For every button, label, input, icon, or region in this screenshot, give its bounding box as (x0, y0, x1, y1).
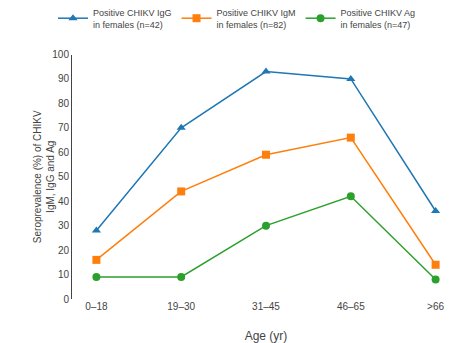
svg-text:31–45: 31–45 (252, 301, 280, 312)
svg-text:0–18: 0–18 (85, 301, 108, 312)
svg-text:30: 30 (58, 220, 70, 231)
svg-text:40: 40 (58, 196, 70, 207)
svg-text:Positive CHIKV IgMin females (: Positive CHIKV IgMin females (n=82) (217, 8, 296, 30)
svg-text:100: 100 (52, 49, 69, 60)
svg-text:90: 90 (58, 73, 70, 84)
svg-text:46–65: 46–65 (337, 301, 365, 312)
svg-text:70: 70 (58, 122, 70, 133)
svg-text:>66: >66 (427, 301, 444, 312)
svg-text:80: 80 (58, 98, 70, 109)
svg-text:19–30: 19–30 (167, 301, 195, 312)
svg-text:Positive CHIKV IgGin females (: Positive CHIKV IgGin females (n=42) (93, 8, 172, 30)
svg-text:0: 0 (63, 294, 69, 305)
svg-text:50: 50 (58, 171, 70, 182)
svg-text:Positive CHIKV Agin females (n: Positive CHIKV Agin females (n=47) (341, 8, 416, 30)
svg-text:10: 10 (58, 269, 70, 280)
svg-text:Seroprevalence (%) of CHIKVIgM: Seroprevalence (%) of CHIKVIgM, IgG and … (32, 110, 56, 243)
svg-text:Age (yr): Age (yr) (245, 329, 288, 343)
svg-text:20: 20 (58, 245, 70, 256)
svg-text:60: 60 (58, 147, 70, 158)
